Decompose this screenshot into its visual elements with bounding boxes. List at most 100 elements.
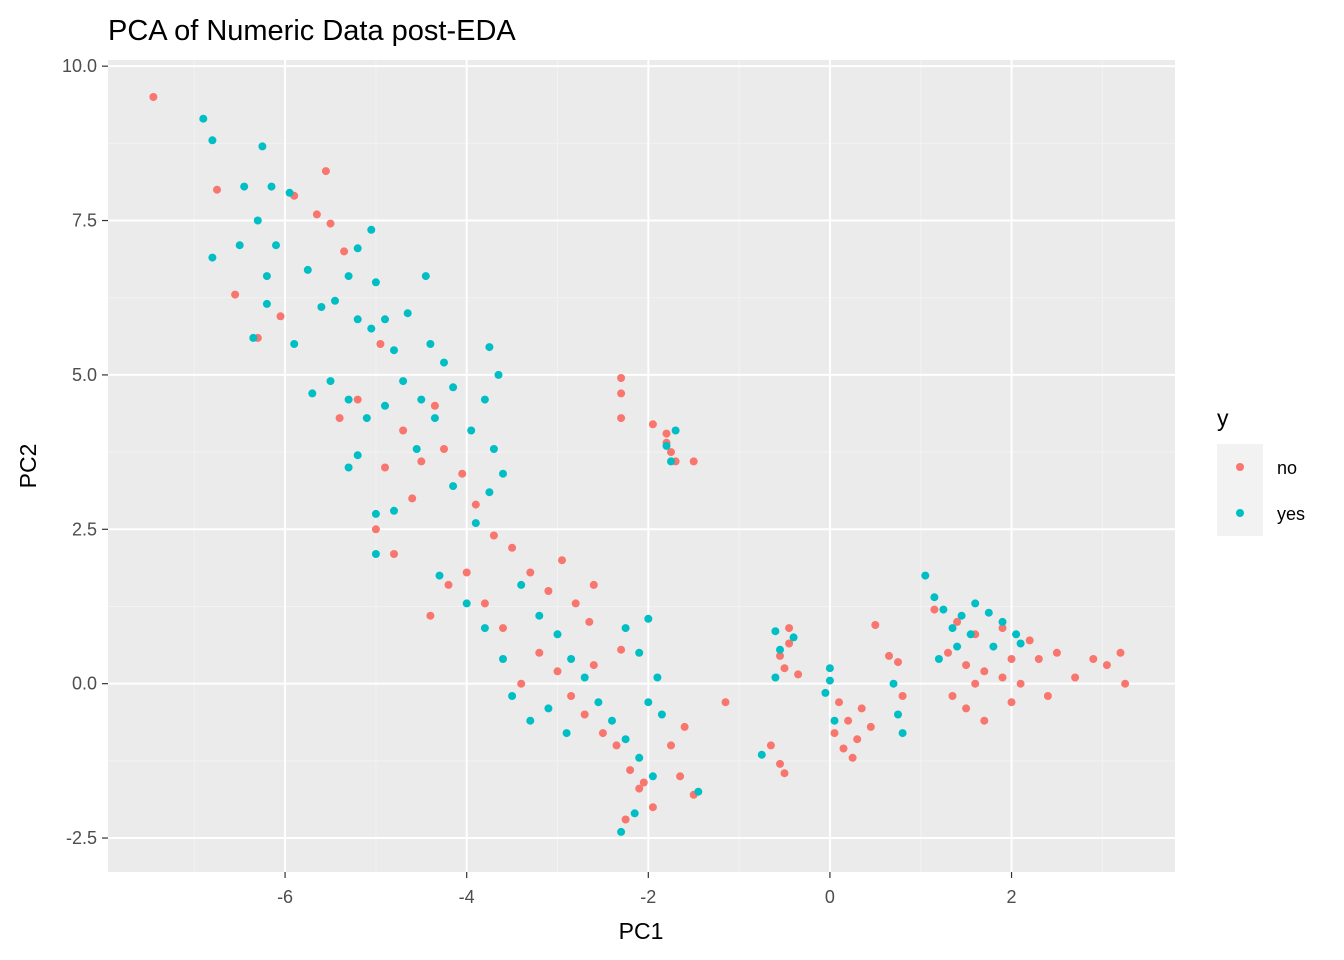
point-yes [998, 617, 1007, 626]
point-yes [430, 414, 439, 423]
point-no [639, 778, 648, 787]
point-yes [371, 509, 380, 518]
point-no [617, 414, 626, 423]
point-no [680, 722, 689, 731]
point-yes [480, 395, 489, 404]
point-no [276, 312, 285, 321]
point-yes [966, 630, 975, 639]
point-yes [262, 299, 271, 308]
point-no [321, 167, 330, 176]
point-yes [553, 630, 562, 639]
point-yes [412, 445, 421, 453]
point-yes [939, 605, 948, 614]
point-yes [776, 645, 784, 654]
point-no [617, 374, 626, 382]
point-yes [930, 593, 939, 602]
point-yes [403, 309, 412, 318]
point-yes [426, 340, 435, 348]
point-yes [480, 624, 489, 633]
point-yes [499, 655, 507, 663]
data-points [149, 93, 1130, 836]
point-no [312, 210, 321, 219]
point-no [499, 624, 507, 633]
point-no [635, 784, 644, 793]
point-no [780, 769, 789, 778]
point-no [894, 658, 902, 667]
point-yes [644, 698, 653, 707]
point-yes [894, 710, 902, 719]
point-yes [353, 244, 362, 253]
point-yes [267, 182, 276, 191]
point-yes [367, 225, 376, 234]
x-tick-label: -6 [277, 887, 293, 907]
y-tick-label: -2.5 [66, 828, 97, 848]
x-tick-label: -4 [459, 887, 475, 907]
point-no [489, 531, 498, 540]
point-no [835, 698, 843, 707]
point-no [408, 494, 417, 503]
point-yes [371, 278, 380, 287]
point-yes [544, 704, 553, 713]
point-yes [644, 614, 653, 623]
point-yes [390, 346, 398, 355]
point-yes [471, 519, 480, 528]
point-yes [898, 729, 907, 738]
point-yes [353, 315, 362, 324]
point-yes [580, 673, 589, 682]
point-no [785, 624, 794, 633]
point-no [848, 753, 857, 762]
point-no [962, 661, 971, 670]
point-yes [630, 809, 639, 818]
point-yes [462, 599, 471, 608]
point-no [953, 617, 962, 626]
point-yes [821, 688, 830, 697]
point-yes [381, 315, 389, 324]
point-no [444, 580, 453, 589]
point-no [857, 704, 866, 713]
point-yes [934, 655, 943, 663]
point-no [390, 550, 398, 558]
point-yes [449, 383, 458, 392]
point-no [617, 645, 626, 654]
point-no [1034, 655, 1043, 663]
point-no [794, 670, 803, 679]
point-no [1116, 648, 1125, 657]
point-yes [253, 216, 262, 225]
point-yes [608, 716, 616, 725]
point-no [417, 457, 426, 466]
x-tick-label: 2 [1007, 887, 1017, 907]
major-gridlines [108, 60, 1175, 872]
point-yes [1016, 639, 1025, 648]
point-no [885, 651, 893, 660]
x-axis-title: PC1 [619, 918, 664, 944]
point-no [853, 735, 862, 744]
point-no [612, 741, 621, 750]
point-no [376, 340, 385, 348]
y-tick-label: 5.0 [72, 365, 97, 385]
point-no [1007, 698, 1016, 707]
point-yes [517, 580, 526, 589]
point-no [1052, 648, 1061, 657]
point-yes [953, 642, 962, 651]
point-yes [957, 611, 966, 620]
point-no [430, 401, 439, 410]
point-no [1016, 679, 1025, 688]
point-yes [399, 377, 408, 386]
x-tick-label: 0 [825, 887, 835, 907]
point-yes [621, 624, 630, 633]
point-yes [371, 550, 380, 558]
point-yes [367, 324, 376, 333]
point-no [626, 766, 635, 775]
point-no [508, 543, 517, 552]
point-no [353, 395, 362, 404]
point-no [458, 469, 467, 478]
point-no [231, 290, 240, 299]
point-no [517, 679, 526, 688]
point-no [844, 716, 853, 725]
point-yes [830, 716, 839, 725]
point-yes [262, 272, 271, 281]
point-no [426, 611, 435, 620]
point-no [526, 568, 535, 577]
point-yes [825, 676, 834, 685]
point-no [589, 661, 598, 670]
